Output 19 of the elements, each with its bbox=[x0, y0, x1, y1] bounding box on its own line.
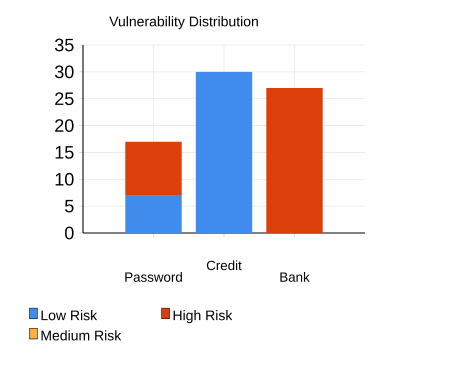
x-tick-label: Credit bbox=[206, 260, 242, 270]
y-tick-label: 25 bbox=[55, 92, 74, 106]
y-tick-label: 0 bbox=[64, 226, 74, 240]
bar bbox=[266, 88, 323, 233]
y-tick-label: 35 bbox=[54, 38, 74, 52]
legend-label: High Risk bbox=[174, 310, 232, 324]
x-tick-label: Bank bbox=[280, 272, 310, 282]
y-tick-label: 20 bbox=[55, 119, 74, 132]
y-tick-label: 15 bbox=[56, 146, 74, 159]
bar bbox=[196, 72, 252, 233]
bar bbox=[125, 195, 182, 233]
y-tick-label: 30 bbox=[54, 65, 74, 78]
y-tick-label: 5 bbox=[64, 200, 74, 212]
chart-title: Vulnerability Distribution bbox=[109, 16, 258, 30]
y-tick-label: 10 bbox=[56, 172, 74, 186]
legend-label: Low Risk bbox=[42, 310, 98, 320]
legend-label: Medium Risk bbox=[42, 330, 122, 340]
bar bbox=[125, 142, 182, 196]
x-tick-label: Password bbox=[125, 272, 182, 282]
